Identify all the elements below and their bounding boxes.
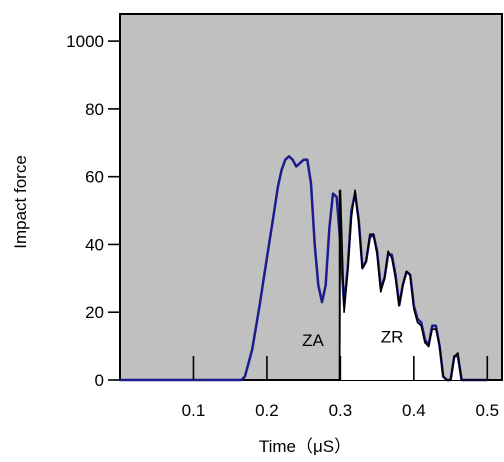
x-tick-label: 0.5 [475,401,499,420]
y-tick-label: 20 [85,303,104,322]
y-tick-label: 1000 [66,32,104,51]
y-tick-label: 80 [85,100,104,119]
y-axis-title: Impact force [11,155,30,249]
x-tick-label: 0.3 [329,401,353,420]
series-line-black [338,189,488,381]
x-tick-label: 0.2 [255,401,279,420]
fill-layer [339,190,488,380]
x-axis: 0.1 0.2 0.3 0.4 0.5 [182,401,499,420]
x-tick-label: 0.1 [182,401,206,420]
y-tick-label: 0 [95,371,104,390]
x-tick-label: 0.4 [402,401,426,420]
region-label-zr: ZR [381,328,404,347]
series-layer [120,155,488,382]
y-tick-label: 60 [85,168,104,187]
x-axis-title: Time（μS） [259,437,351,456]
y-axis: 0 20 40 60 80 1000 [66,32,120,390]
inner-tick-layer [192,356,489,380]
region-label-za: ZA [302,331,324,350]
zr-area-fill [339,190,488,380]
y-tick-label: 40 [85,235,104,254]
region-label-layer: ZA ZR [302,328,403,350]
